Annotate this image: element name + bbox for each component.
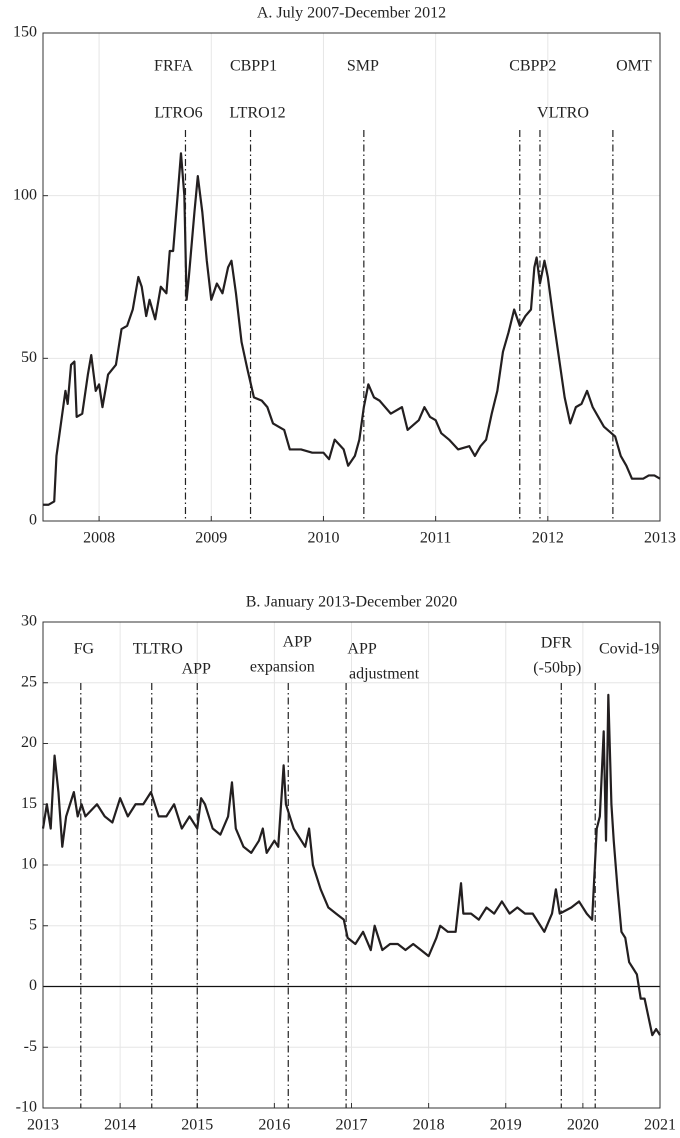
y-tick-label: -10 [16, 1099, 37, 1116]
x-tick-label: 2018 [413, 1117, 445, 1134]
event-label: FRFA [154, 58, 193, 75]
y-tick-label: 15 [21, 795, 37, 812]
event-label: VLTRO [537, 105, 589, 122]
x-tick-label: 2019 [490, 1117, 522, 1134]
x-tick-label: 2011 [420, 530, 451, 547]
plot-frame [42, 621, 661, 1109]
y-tick-label: 150 [13, 24, 37, 41]
chart-title: B. January 2013-December 2020 [246, 594, 458, 611]
event-label: APP [283, 634, 312, 651]
y-tick-label: 50 [21, 349, 37, 366]
event-label: APP [182, 661, 211, 678]
y-tick-label: -5 [24, 1038, 37, 1055]
y-tick-label: 10 [21, 856, 37, 873]
x-tick-label: 2021 [644, 1117, 676, 1134]
event-label: FG [74, 641, 95, 658]
y-tick-label: 0 [29, 977, 37, 994]
event-label: expansion [250, 659, 315, 676]
event-label: LTRO12 [229, 105, 285, 122]
x-tick-label: 2015 [181, 1117, 213, 1134]
x-tick-label: 2017 [336, 1117, 368, 1134]
event-label: adjustment [349, 666, 420, 683]
y-tick-label: 100 [13, 186, 37, 203]
event-label: OMT [616, 58, 652, 75]
x-tick-label: 2009 [195, 530, 227, 547]
x-tick-label: 2008 [83, 530, 115, 547]
event-label: Covid-19 [599, 641, 659, 658]
event-label: SMP [347, 58, 379, 75]
chart-title: A. July 2007-December 2012 [257, 5, 446, 22]
event-label: DFR [541, 635, 572, 652]
event-label: LTRO6 [154, 105, 202, 122]
x-tick-label: 2016 [258, 1117, 290, 1134]
data-line [43, 152, 661, 506]
y-tick-label: 20 [21, 734, 37, 751]
y-tick-label: 30 [21, 613, 37, 630]
y-tick-label: 5 [29, 916, 37, 933]
data-line [41, 693, 661, 1037]
event-label: TLTRO [133, 641, 183, 658]
x-tick-label: 2020 [567, 1117, 599, 1134]
x-tick-label: 2013 [27, 1117, 59, 1134]
event-label: CBPP1 [230, 58, 277, 75]
y-tick-label: 25 [21, 673, 37, 690]
x-tick-label: 2013 [644, 530, 676, 547]
event-label: CBPP2 [509, 58, 556, 75]
event-label: APP [347, 641, 376, 658]
event-label: (-50bp) [533, 660, 581, 677]
x-tick-label: 2010 [307, 530, 339, 547]
x-tick-label: 2014 [104, 1117, 136, 1134]
plot-frame [42, 32, 661, 522]
x-tick-label: 2012 [532, 530, 564, 547]
y-tick-label: 0 [29, 512, 37, 529]
